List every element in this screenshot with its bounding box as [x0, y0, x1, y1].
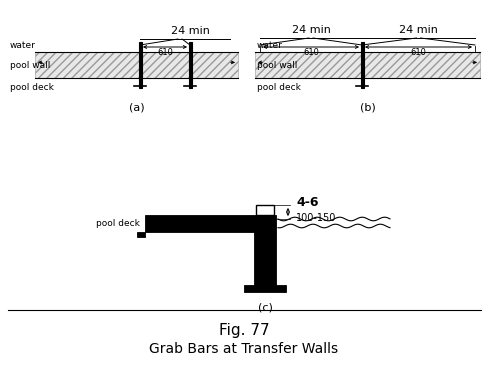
Text: (b): (b)	[359, 102, 375, 112]
Text: 100-150: 100-150	[295, 213, 336, 223]
Bar	[35, 52, 238, 78]
Text: pool deck: pool deck	[96, 219, 140, 228]
Bar	[137, 232, 145, 237]
Text: pool deck: pool deck	[257, 83, 300, 92]
Text: pool deck: pool deck	[10, 83, 54, 92]
Text: Grab Bars at Transfer Walls: Grab Bars at Transfer Walls	[149, 342, 338, 356]
Text: 610: 610	[303, 48, 318, 57]
Bar	[360, 42, 363, 88]
Text: 24 min: 24 min	[170, 26, 209, 36]
Text: 610: 610	[410, 48, 426, 57]
Text: pool wall: pool wall	[10, 61, 50, 70]
Text: 4-6: 4-6	[295, 196, 318, 209]
Text: Fig. 77: Fig. 77	[218, 323, 269, 338]
Text: 610: 610	[157, 48, 173, 57]
Text: 24 min: 24 min	[398, 25, 437, 35]
Text: water: water	[257, 41, 282, 50]
Bar	[145, 215, 275, 232]
Text: (c): (c)	[257, 303, 272, 313]
Bar	[244, 285, 285, 292]
Bar	[138, 42, 141, 88]
Bar	[188, 42, 191, 88]
Text: 24 min: 24 min	[291, 25, 330, 35]
Text: pool wall: pool wall	[257, 61, 297, 70]
Bar	[253, 232, 275, 285]
Bar	[254, 52, 479, 78]
Text: water: water	[10, 41, 36, 50]
Bar	[256, 205, 273, 215]
Text: (a): (a)	[128, 102, 144, 112]
